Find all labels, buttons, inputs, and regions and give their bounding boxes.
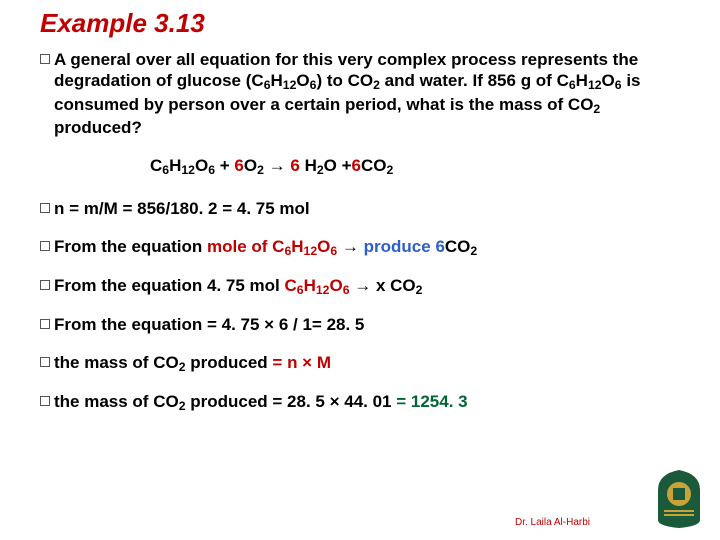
step-calc-moles-co2: From the equation = 4. 75 × 6 / 1= 28. 5 [40, 315, 690, 335]
chemical-equation: C6H12O6 + 6O2 → 6 H2O +6CO2 [150, 156, 690, 177]
bullet-icon [40, 241, 50, 251]
bullet-icon [40, 396, 50, 406]
university-logo-icon [650, 462, 708, 532]
bullet-icon [40, 203, 50, 213]
bullet-icon [40, 319, 50, 329]
problem-statement: A general over all equation for this ver… [40, 49, 690, 138]
step-moles: n = m/M = 856/180. 2 = 4. 75 mol [40, 199, 690, 219]
author-credit: Dr. Laila Al-Harbi [515, 517, 590, 528]
bullet-icon [40, 54, 50, 64]
step-ratio-statement: From the equation mole of C6H12O6 → prod… [40, 237, 690, 258]
bullet-icon [40, 357, 50, 367]
step-mass-result: the mass of CO2 produced = 28. 5 × 44. 0… [40, 392, 690, 413]
bullet-icon [40, 280, 50, 290]
step-ratio-applied: From the equation 4. 75 mol C6H12O6 → x … [40, 276, 690, 297]
slide-title: Example 3.13 [40, 8, 690, 39]
problem-text: A general over all equation for this ver… [54, 50, 641, 137]
step-mass-formula: the mass of CO2 produced = n × M [40, 353, 690, 374]
